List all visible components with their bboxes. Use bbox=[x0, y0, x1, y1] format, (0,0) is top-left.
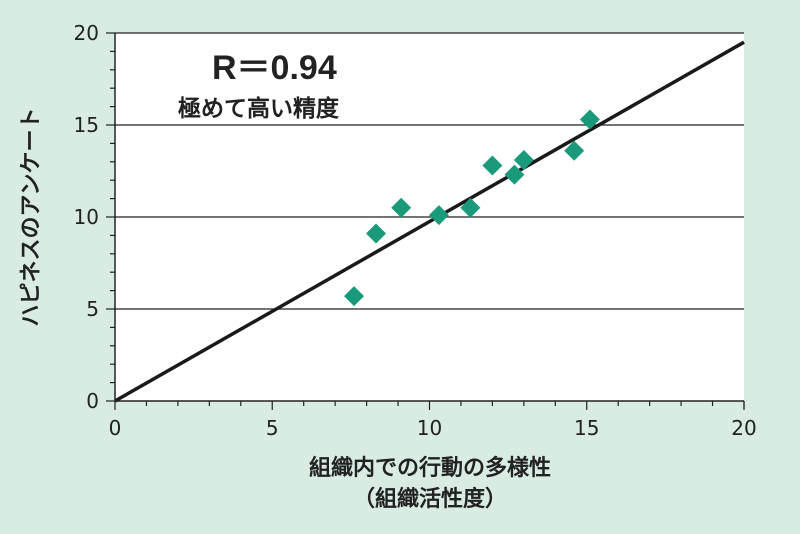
x-axis-ticks: 0 5 10 15 20 bbox=[109, 401, 757, 440]
y-tick-label-5: 5 bbox=[86, 297, 99, 321]
x-tick-label-10: 10 bbox=[417, 416, 442, 440]
data-point-9 bbox=[564, 140, 585, 161]
regression-line bbox=[114, 40, 745, 403]
annotation-r-value: R＝0.94 bbox=[212, 49, 337, 87]
x-tick-label-5: 5 bbox=[266, 416, 279, 440]
y-tick-label-0: 0 bbox=[86, 389, 99, 413]
data-point-7 bbox=[504, 164, 525, 185]
data-points bbox=[344, 109, 600, 307]
data-point-6 bbox=[482, 155, 503, 176]
data-point-1 bbox=[344, 286, 365, 307]
x-tick-label-15: 15 bbox=[574, 416, 599, 440]
data-point-5 bbox=[460, 197, 481, 218]
y-tick-label-10: 10 bbox=[74, 205, 99, 229]
y-tick-label-20: 20 bbox=[74, 21, 99, 45]
y-tick-label-15: 15 bbox=[74, 113, 99, 137]
annotation-accuracy: 極めて高い精度 bbox=[178, 95, 340, 122]
grid-lines bbox=[115, 32, 745, 409]
data-point-2 bbox=[366, 223, 387, 244]
y-axis-ticks: 0 5 10 15 20 bbox=[74, 21, 115, 413]
y-axis-title: ハピネスのアンケート bbox=[19, 107, 44, 326]
x-axis-title-line1: 組織内での行動の多様性 bbox=[309, 455, 551, 481]
x-tick-label-20: 20 bbox=[731, 416, 756, 440]
x-axis-title-line2: （組織活性度） bbox=[353, 486, 507, 512]
data-point-3 bbox=[391, 197, 412, 218]
data-point-10 bbox=[579, 109, 600, 130]
data-point-8 bbox=[513, 149, 534, 170]
data-point-4 bbox=[428, 205, 449, 226]
x-tick-label-0: 0 bbox=[109, 416, 122, 440]
